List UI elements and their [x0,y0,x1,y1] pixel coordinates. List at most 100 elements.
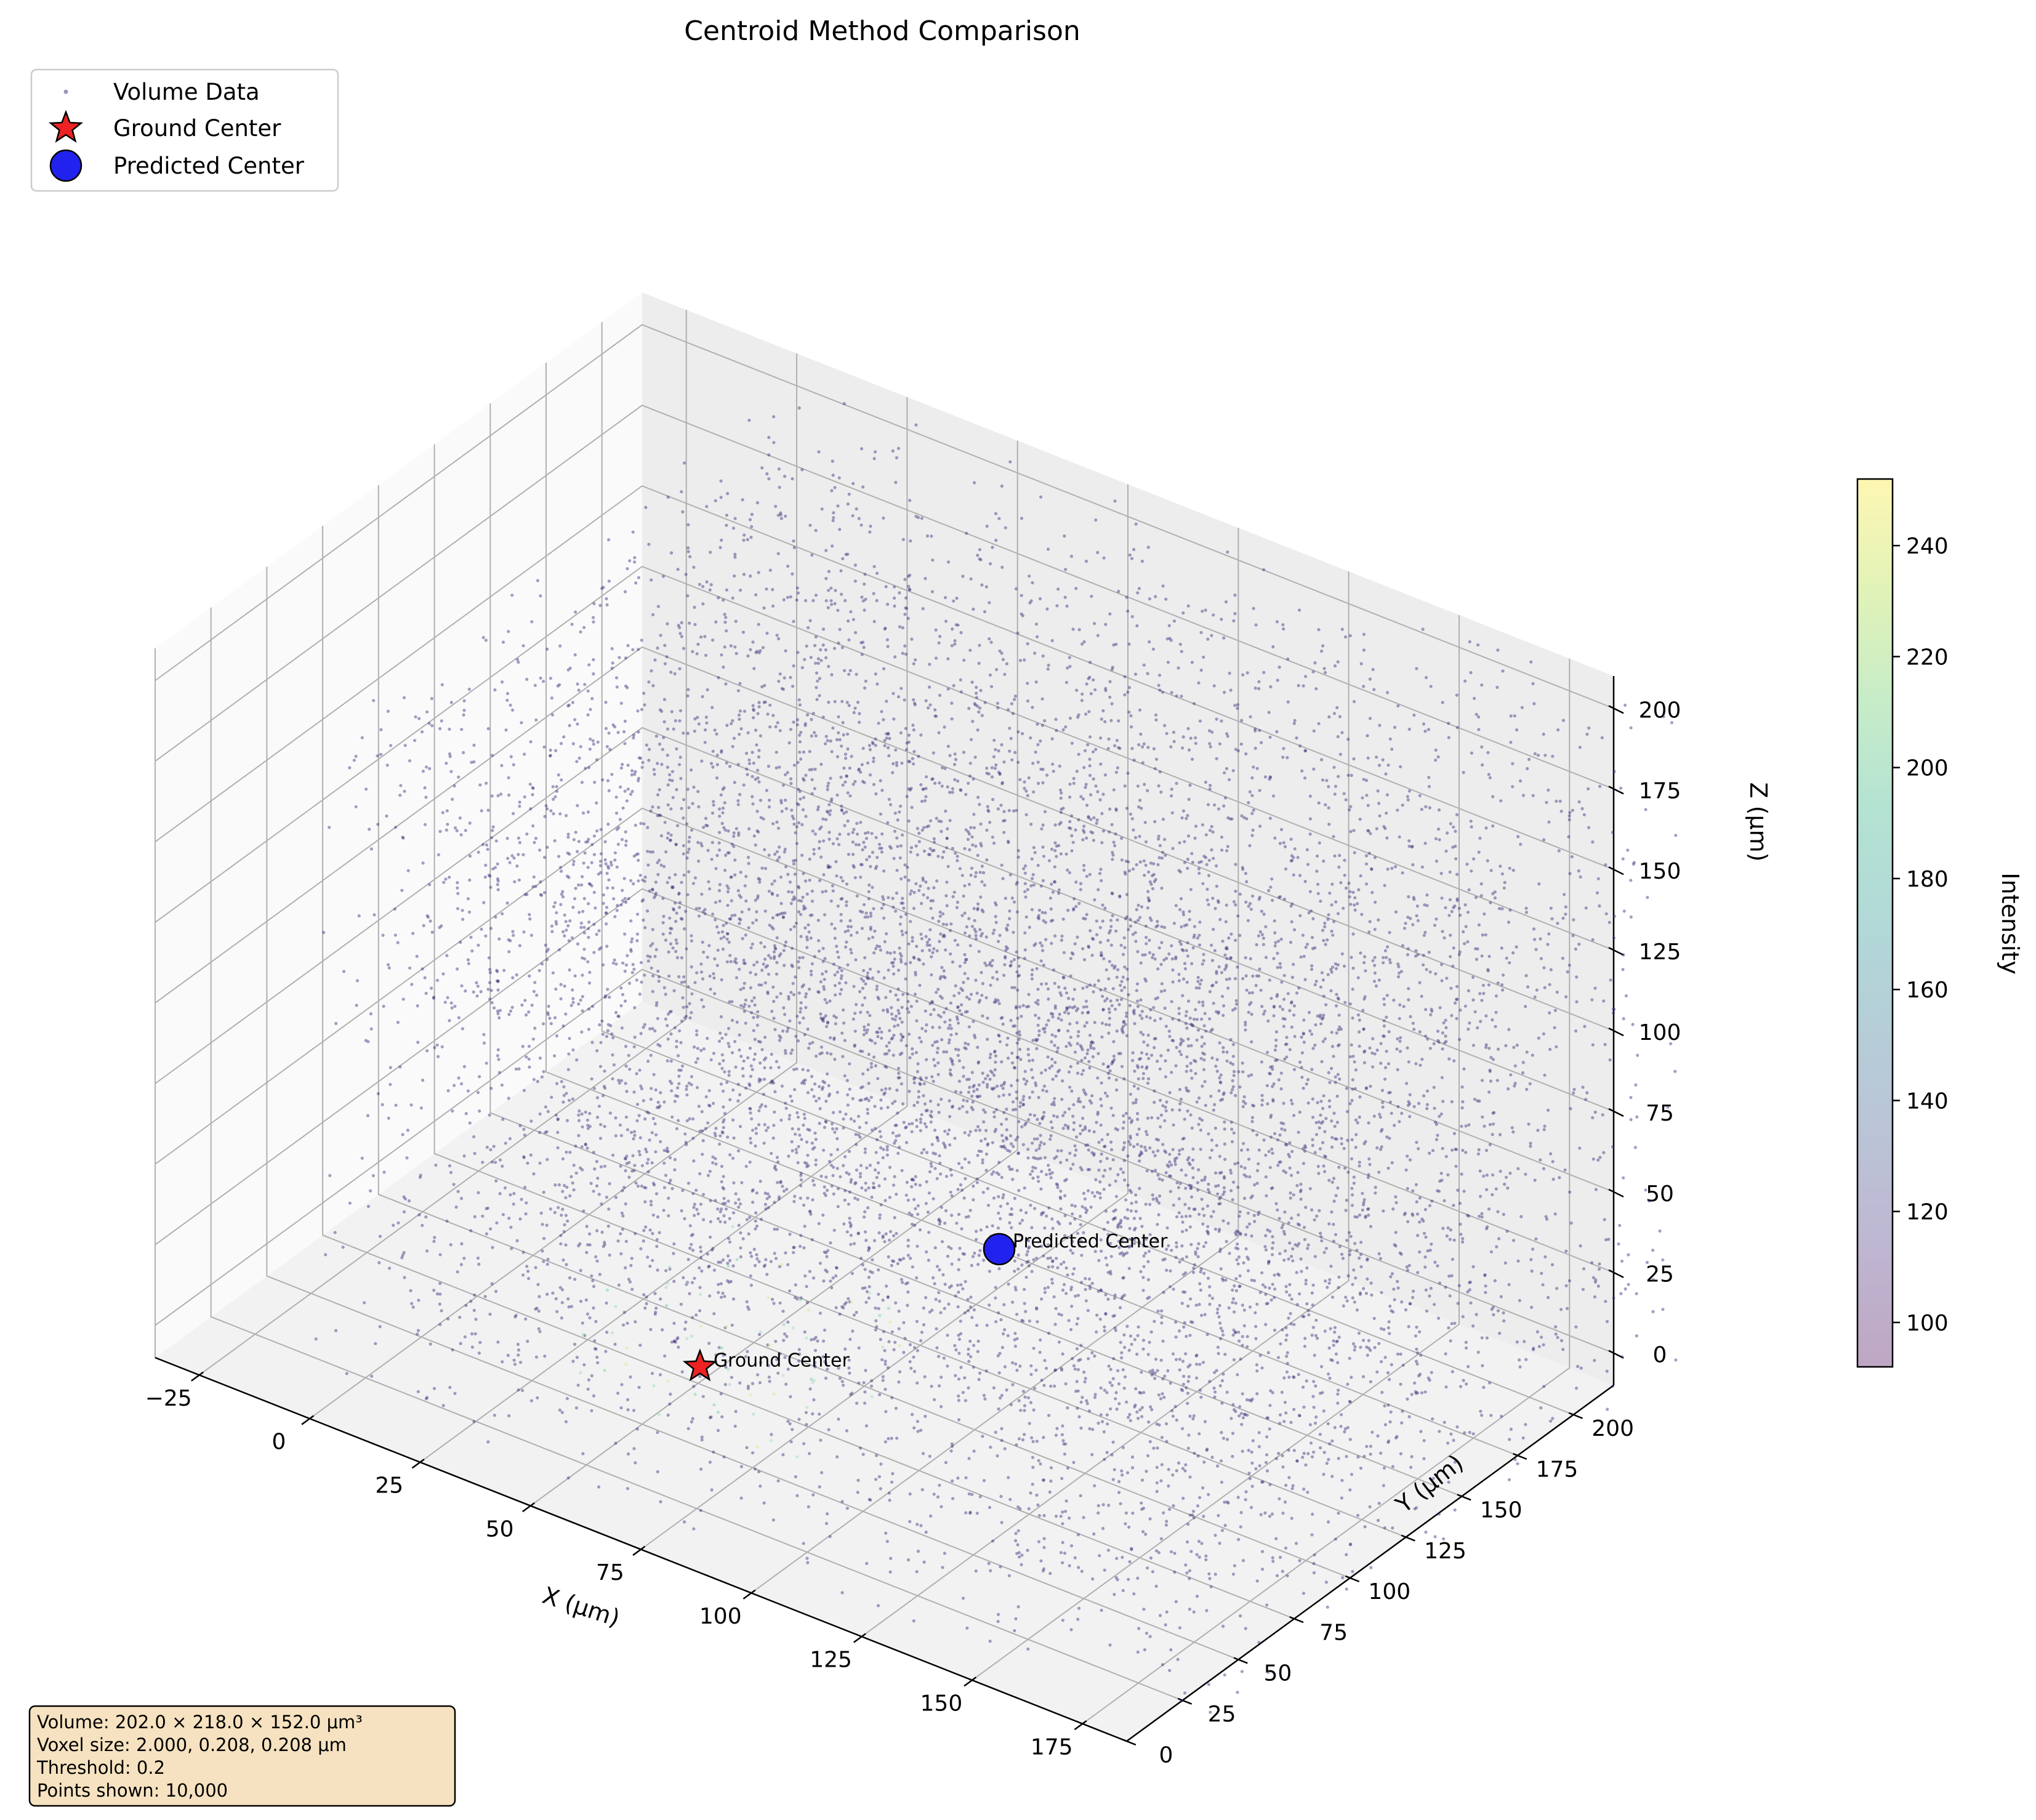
volume-data-point [559,1234,563,1238]
volume-data-point [753,1052,757,1056]
volume-data-point [892,972,896,976]
volume-data-point [1569,1107,1572,1111]
volume-data-point [784,807,788,810]
volume-data-point [749,1141,753,1145]
volume-data-point [902,906,906,910]
volume-data-point [1160,1309,1164,1313]
volume-data-point [1476,1350,1480,1354]
volume-data-point [927,1191,931,1195]
volume-data-point [786,595,789,599]
volume-data-point [1350,1204,1354,1207]
volume-data-point [974,1129,978,1132]
volume-data-point [991,797,995,802]
volume-data-point [688,1246,692,1250]
volume-data-point [712,1268,716,1272]
volume-data-point [855,1002,858,1007]
volume-data-point [804,1005,808,1009]
volume-data-point [725,937,729,941]
volume-data-point [1385,836,1389,840]
volume-data-point [422,924,425,927]
volume-data-point [1327,715,1331,719]
volume-data-point [1293,1034,1297,1038]
volume-data-point [943,1282,947,1286]
volume-data-point [1237,1255,1241,1259]
volume-data-point [994,915,997,919]
volume-data-point [1178,1108,1181,1112]
volume-data-point [693,876,698,880]
volume-data-point [998,933,1002,937]
volume-data-point [1169,1163,1173,1167]
volume-data-point [1250,1234,1253,1238]
volume-data-point [1489,1250,1493,1254]
volume-data-point [505,691,510,695]
volume-data-point [724,1033,728,1036]
volume-data-point [528,783,532,786]
volume-data-point [1631,1023,1635,1026]
volume-data-point [757,1260,761,1263]
volume-data-point [1352,1268,1356,1272]
volume-data-point [885,932,888,936]
volume-data-point [586,689,590,693]
volume-data-point [1154,757,1159,761]
volume-data-point [1027,1239,1031,1242]
volume-data-point [614,795,618,799]
volume-data-point [1288,1155,1292,1159]
volume-data-point [1141,1530,1145,1534]
volume-data-point [1004,526,1007,529]
volume-data-point [1189,1061,1193,1065]
volume-data-point [725,513,729,517]
volume-data-point [722,1105,725,1109]
volume-data-point [448,1164,452,1168]
volume-data-point [758,799,762,802]
volume-data-point [1260,1366,1264,1370]
volume-data-point [630,1257,634,1260]
volume-data-point [877,722,880,725]
volume-data-point [696,642,700,646]
volume-data-point [1031,1166,1035,1169]
volume-data-point [624,1266,627,1270]
volume-data-point [887,896,890,900]
volume-data-point [1268,1515,1271,1518]
volume-data-point [1311,1395,1315,1398]
volume-data-point [683,1520,686,1524]
volume-data-point [1342,1146,1346,1150]
volume-data-point [1276,1208,1279,1212]
volume-data-point [797,966,801,970]
volume-data-point [573,718,577,722]
volume-data-point [1333,792,1337,796]
volume-data-point [416,1332,419,1336]
volume-data-point [1296,1244,1300,1248]
volume-data-point [1163,1374,1167,1378]
volume-data-point [860,927,864,930]
volume-data-point [1170,1409,1174,1412]
volume-data-point [1158,770,1162,774]
volume-data-point [1123,693,1127,697]
volume-data-point [983,961,987,965]
volume-data-point [1365,794,1369,797]
volume-data-point [661,747,664,751]
volume-data-point [623,742,627,746]
volume-data-point [1358,1213,1362,1217]
volume-data-point [708,588,712,592]
volume-data-point [1023,1409,1026,1412]
volume-data-point [939,975,943,978]
volume-data-point [1050,1064,1054,1068]
volume-data-point [588,1124,592,1129]
volume-data-point [1223,690,1226,695]
volume-data-point [824,648,827,652]
volume-data-point [572,1164,576,1167]
volume-data-point [1149,861,1153,865]
volume-data-point [1135,624,1139,628]
volume-data-point [910,1185,914,1189]
volume-data-point [1124,1023,1127,1026]
volume-data-point [1345,1087,1348,1090]
volume-data-point [757,701,761,704]
volume-data-point [1100,811,1104,815]
volume-data-point [853,1029,857,1033]
volume-data-point [1191,1147,1195,1151]
volume-data-point [1404,922,1407,925]
volume-data-point [1427,776,1431,779]
volume-data-point [789,1094,792,1098]
volume-data-point [680,1209,683,1213]
volume-data-point [1323,925,1327,928]
